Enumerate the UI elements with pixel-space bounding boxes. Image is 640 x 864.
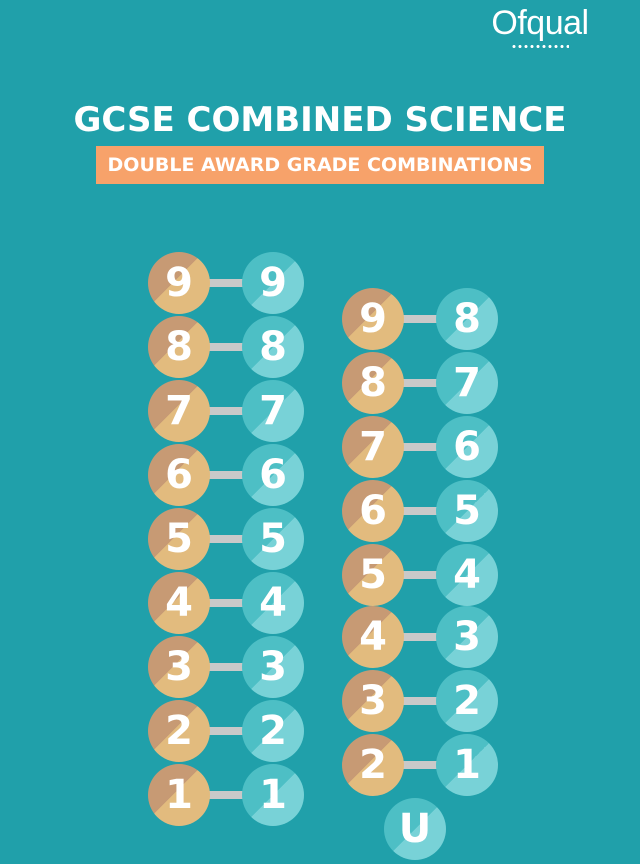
grade-circle-right: 9 <box>242 252 304 314</box>
grade-circle-left: 6 <box>342 480 404 542</box>
grade-pair: 4 4 <box>148 572 308 634</box>
grade-circle-right: 6 <box>242 444 304 506</box>
pair-connector <box>394 379 450 387</box>
grade-circle-left: 2 <box>342 734 404 796</box>
grade-pair: 6 6 <box>148 444 308 506</box>
grade-circle-left: 7 <box>148 380 210 442</box>
grade-pair: 3 2 <box>342 670 502 732</box>
pair-connector <box>200 791 256 799</box>
page-subtitle: DOUBLE AWARD GRADE COMBINATIONS <box>95 146 545 184</box>
grade-circle-right: 8 <box>436 288 498 350</box>
grade-circle-left: 9 <box>342 288 404 350</box>
pair-connector <box>394 507 450 515</box>
grade-circle-left: 3 <box>342 670 404 732</box>
grade-circle-right: 7 <box>242 380 304 442</box>
grade-circle-right: 3 <box>436 606 498 668</box>
pair-connector <box>200 407 256 415</box>
grade-circle-left: 5 <box>342 544 404 606</box>
grade-pair: 5 4 <box>342 544 502 606</box>
grade-circle-left: 4 <box>342 606 404 668</box>
grade-circle-right: 3 <box>242 636 304 698</box>
grade-circle-right: 2 <box>242 700 304 762</box>
grade-circle-left: 5 <box>148 508 210 570</box>
pair-connector <box>200 663 256 671</box>
grade-pair: 8 8 <box>148 316 308 378</box>
pair-connector <box>394 633 450 641</box>
grade-circle-right: 4 <box>436 544 498 606</box>
grade-circle-right: 6 <box>436 416 498 478</box>
grade-pair: 7 6 <box>342 416 502 478</box>
grade-circle-right: 4 <box>242 572 304 634</box>
grade-pair: 3 3 <box>148 636 308 698</box>
grade-pair: 8 7 <box>342 352 502 414</box>
grade-circle-left: 3 <box>148 636 210 698</box>
pair-connector <box>394 761 450 769</box>
grade-circle-right: 5 <box>436 480 498 542</box>
grade-circle-right: 8 <box>242 316 304 378</box>
logo-text: Ofqual <box>491 4 589 42</box>
grade-circle-left: 8 <box>342 352 404 414</box>
pair-connector <box>394 571 450 579</box>
grade-circle-left: 8 <box>148 316 210 378</box>
pair-connector <box>200 279 256 287</box>
grade-circle-left: 9 <box>148 252 210 314</box>
grade-pair: 6 5 <box>342 480 502 542</box>
grade-circle-left: 7 <box>342 416 404 478</box>
pair-connector <box>200 471 256 479</box>
grade-circle-left: 6 <box>148 444 210 506</box>
grade-circle-right: 2 <box>436 670 498 732</box>
pair-connector <box>394 315 450 323</box>
ofqual-logo: Ofqual <box>480 4 600 49</box>
grade-circle-right: 1 <box>436 734 498 796</box>
grade-pair: 2 2 <box>148 700 308 762</box>
logo-dots <box>511 44 569 49</box>
pair-connector <box>394 697 450 705</box>
grade-circle-left: 4 <box>148 572 210 634</box>
grade-circle-left: 1 <box>148 764 210 826</box>
subtitle-band: DOUBLE AWARD GRADE COMBINATIONS <box>0 146 640 184</box>
grade-pair: 9 8 <box>342 288 502 350</box>
grade-pair: 4 3 <box>342 606 502 668</box>
grade-pair: 2 1 <box>342 734 502 796</box>
page-title: GCSE COMBINED SCIENCE <box>73 100 567 140</box>
grade-circle-ungraded: U <box>384 798 446 860</box>
grade-pair: 9 9 <box>148 252 308 314</box>
pair-connector <box>200 727 256 735</box>
grade-circle-right: 1 <box>242 764 304 826</box>
grade-pair: 5 5 <box>148 508 308 570</box>
grade-pair: 1 1 <box>148 764 308 826</box>
grade-circle-right: 7 <box>436 352 498 414</box>
grade-pair: 7 7 <box>148 380 308 442</box>
pair-connector <box>200 535 256 543</box>
pair-connector <box>394 443 450 451</box>
grade-circle-left: 2 <box>148 700 210 762</box>
pair-connector <box>200 599 256 607</box>
grade-circle-right: 5 <box>242 508 304 570</box>
pair-connector <box>200 343 256 351</box>
